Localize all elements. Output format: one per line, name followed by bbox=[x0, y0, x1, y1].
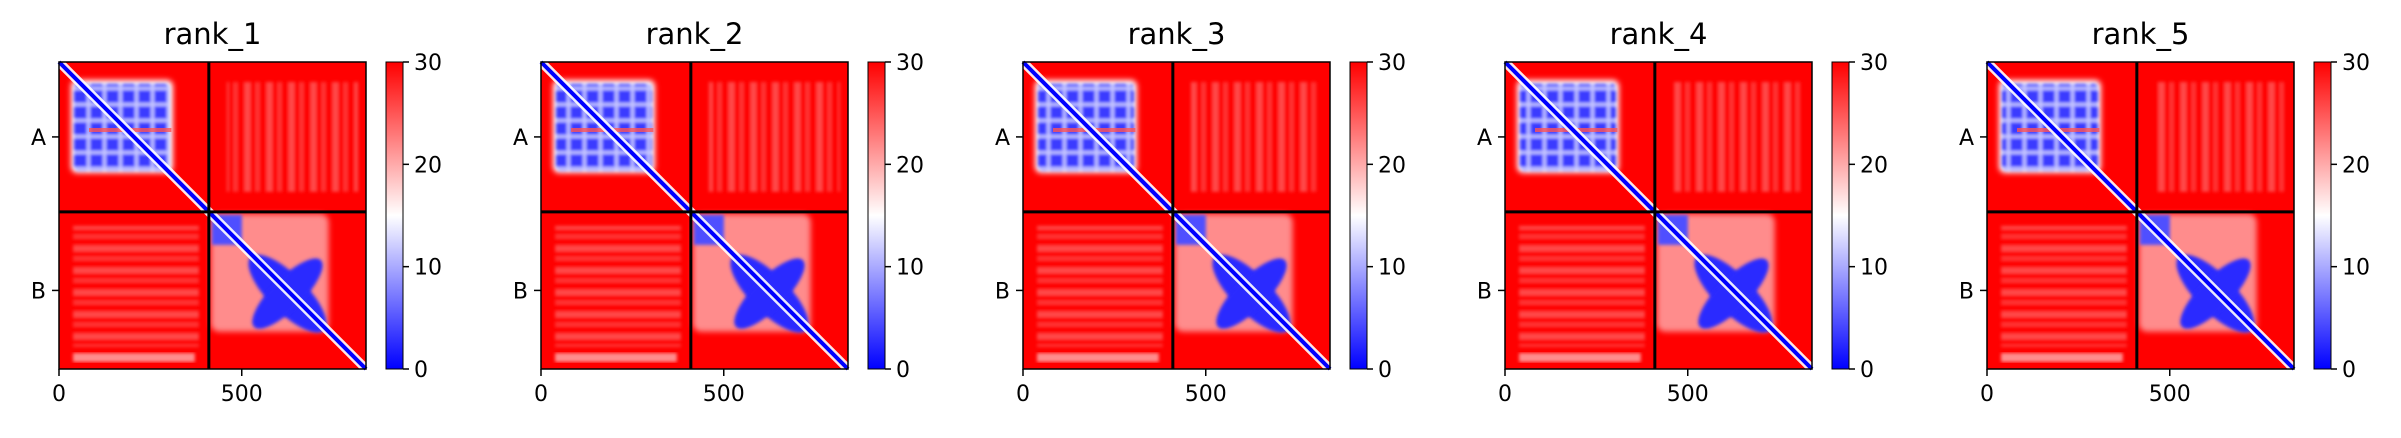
x-tick-label: 500 bbox=[2149, 382, 2191, 407]
y-tick-label-chain-b: B bbox=[513, 279, 528, 304]
colorbar-tick-label: 30 bbox=[414, 51, 442, 76]
diagonal-band bbox=[1021, 60, 1332, 371]
x-tick-label: 500 bbox=[1185, 382, 1227, 407]
colorbar-tick-label: 10 bbox=[1378, 256, 1406, 281]
colorbar-tick-label: 30 bbox=[2342, 51, 2370, 76]
inter-chain-block-ba bbox=[1519, 225, 1645, 347]
panel-title: rank_3 bbox=[1128, 17, 1226, 51]
inter-chain-block-ab bbox=[708, 82, 840, 192]
axes-frame bbox=[58, 61, 367, 370]
y-tick-label-chain-a: A bbox=[31, 126, 46, 151]
inter-chain-edge-band bbox=[1037, 353, 1159, 362]
colorbar-tick-label: 10 bbox=[2342, 256, 2370, 281]
x-tick-label: 500 bbox=[1667, 382, 1709, 407]
colorbar-tick-label: 0 bbox=[896, 358, 910, 383]
inter-chain-block-ba bbox=[1037, 225, 1163, 347]
colorbar-tick-label: 20 bbox=[1378, 153, 1406, 178]
heatmap bbox=[1501, 58, 1816, 373]
inter-chain-edge-band bbox=[555, 353, 677, 362]
diagonal-band bbox=[1985, 60, 2296, 371]
y-tick-label-chain-b: B bbox=[31, 279, 46, 304]
inter-chain-block-ab bbox=[1672, 82, 1804, 192]
colorbar-tick-label: 0 bbox=[414, 358, 428, 383]
axes-frame bbox=[540, 61, 849, 370]
colorbar bbox=[1831, 61, 1850, 370]
inter-chain-block-ba bbox=[73, 225, 199, 347]
colorbar-tick-label: 0 bbox=[1860, 358, 1874, 383]
diagonal-band bbox=[539, 60, 850, 371]
colorbar-tick-label: 30 bbox=[1378, 51, 1406, 76]
panel-title: rank_4 bbox=[1610, 17, 1708, 51]
colorbar-tick-label: 20 bbox=[2342, 153, 2370, 178]
colorbar-tick-label: 20 bbox=[896, 153, 924, 178]
heatmap bbox=[1019, 58, 1334, 373]
heatmap bbox=[55, 58, 370, 373]
pae-panel-5: rank_5 A B 0 500 0 10 20 30 bbox=[1959, 17, 2370, 407]
axes-frame bbox=[1504, 61, 1813, 370]
inter-chain-block-ab bbox=[2154, 82, 2286, 192]
pae-panel-3: rank_3 A B 0 500 0 10 20 30 bbox=[995, 17, 1406, 407]
y-tick-label-chain-a: A bbox=[513, 126, 528, 151]
heatmap bbox=[1983, 58, 2298, 373]
inter-chain-block-ab bbox=[226, 82, 358, 192]
inter-chain-block-ab bbox=[1190, 82, 1322, 192]
panel-title: rank_1 bbox=[164, 17, 262, 51]
colorbar-tick-label: 30 bbox=[1860, 51, 1888, 76]
panel-title: rank_5 bbox=[2092, 17, 2190, 51]
y-tick-label-chain-b: B bbox=[1477, 279, 1492, 304]
x-tick-label: 0 bbox=[1498, 382, 1512, 407]
heatmap bbox=[537, 58, 852, 373]
diagonal-band bbox=[1503, 60, 1814, 371]
colorbar bbox=[1349, 61, 1368, 370]
inter-chain-block-ba bbox=[555, 225, 681, 347]
colorbar-tick-label: 10 bbox=[896, 256, 924, 281]
pae-panel-2: rank_2 A B 0 500 0 10 20 30 bbox=[513, 17, 924, 407]
colorbar-tick-label: 10 bbox=[1860, 256, 1888, 281]
colorbar-tick-label: 0 bbox=[2342, 358, 2356, 383]
axes-frame bbox=[1022, 61, 1331, 370]
inter-chain-edge-band bbox=[1519, 353, 1641, 362]
y-tick-label-chain-a: A bbox=[1477, 126, 1492, 151]
inter-chain-edge-band bbox=[2001, 353, 2123, 362]
x-tick-label: 0 bbox=[1980, 382, 1994, 407]
y-tick-label-chain-b: B bbox=[1959, 279, 1974, 304]
y-tick-label-chain-a: A bbox=[995, 126, 1010, 151]
colorbar-tick-label: 20 bbox=[1860, 153, 1888, 178]
axes-frame bbox=[1986, 61, 2295, 370]
y-tick-label-chain-a: A bbox=[1959, 126, 1974, 151]
colorbar-tick-label: 0 bbox=[1378, 358, 1392, 383]
colorbar bbox=[385, 61, 404, 370]
panel-title: rank_2 bbox=[646, 17, 744, 51]
pae-panel-1: rank_1 A B 0 500 0 10 20 30 bbox=[31, 17, 442, 407]
colorbar-tick-label: 30 bbox=[896, 51, 924, 76]
diagonal-band bbox=[57, 60, 368, 371]
colorbar bbox=[867, 61, 886, 370]
x-tick-label: 0 bbox=[534, 382, 548, 407]
colorbar bbox=[2313, 61, 2332, 370]
colorbar-tick-label: 10 bbox=[414, 256, 442, 281]
colorbar-tick-label: 20 bbox=[414, 153, 442, 178]
x-tick-label: 0 bbox=[1016, 382, 1030, 407]
inter-chain-block-ba bbox=[2001, 225, 2127, 347]
x-tick-label: 0 bbox=[52, 382, 66, 407]
inter-chain-edge-band bbox=[73, 353, 195, 362]
pae-panel-4: rank_4 A B 0 500 0 10 20 30 bbox=[1477, 17, 1888, 407]
x-tick-label: 500 bbox=[221, 382, 263, 407]
x-tick-label: 500 bbox=[703, 382, 745, 407]
y-tick-label-chain-b: B bbox=[995, 279, 1010, 304]
